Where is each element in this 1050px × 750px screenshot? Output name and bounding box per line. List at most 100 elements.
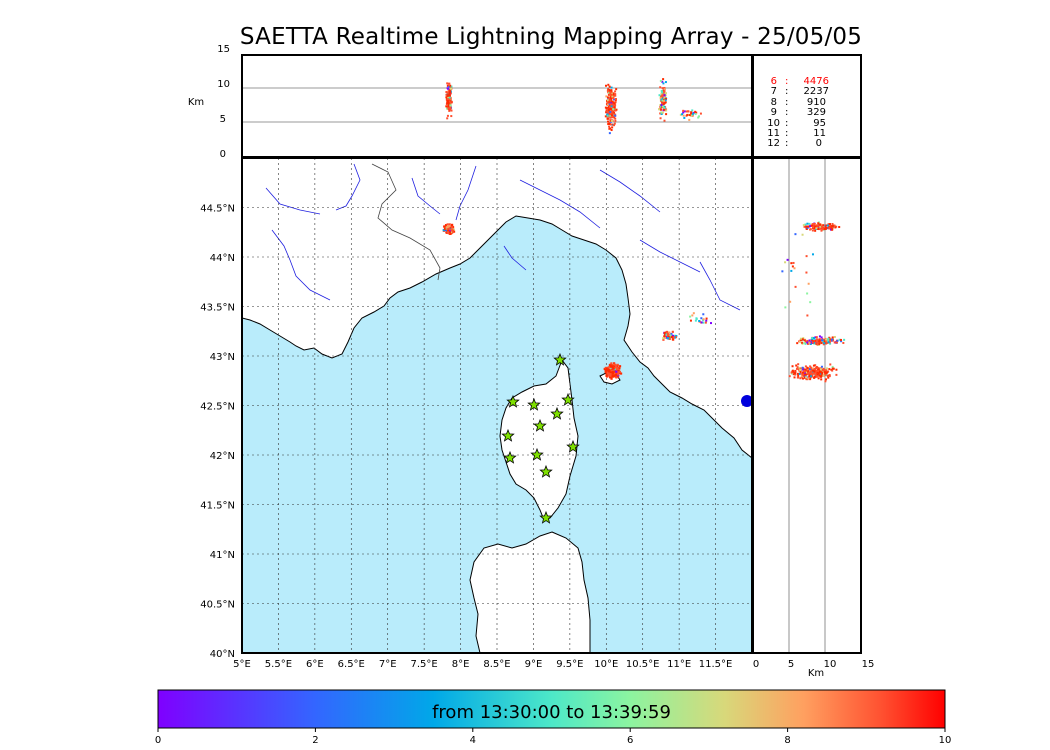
lightning-point	[661, 105, 664, 108]
lightning-point	[659, 96, 662, 99]
lightning-point	[813, 370, 816, 373]
lightning-point	[803, 225, 806, 228]
lightning-point	[449, 101, 452, 104]
lightning-point	[609, 91, 612, 94]
lightning-point	[659, 86, 662, 89]
lightning-point	[799, 368, 802, 371]
lightning-point	[691, 314, 694, 317]
lightning-point	[683, 110, 686, 113]
lightning-point	[813, 342, 816, 345]
lightning-point	[823, 340, 826, 343]
lightning-point	[662, 89, 665, 92]
lightning-point	[668, 337, 671, 340]
lightning-point	[446, 100, 449, 103]
lightning-point	[831, 222, 834, 225]
lightning-point	[832, 339, 835, 342]
lightning-point	[447, 96, 450, 99]
lightning-point	[612, 367, 615, 370]
lightning-point	[791, 365, 794, 368]
count-value: 329	[807, 107, 826, 118]
map-grid	[242, 158, 752, 653]
lightning-point	[609, 116, 612, 119]
station-star-icon	[530, 447, 544, 461]
lightning-point	[827, 341, 830, 344]
lightning-point	[610, 372, 614, 375]
lightning-point	[797, 374, 800, 377]
lightning-point	[839, 338, 842, 341]
lightning-point	[670, 332, 673, 336]
side-x-axis-label: Km	[808, 668, 824, 679]
lightning-point	[813, 227, 816, 230]
lightning-point	[826, 374, 829, 377]
lightning-point	[803, 371, 806, 374]
lightning-point	[446, 92, 449, 95]
lightning-point	[816, 371, 819, 374]
longitude-tick: 10.5°E	[626, 659, 660, 670]
lightning-point	[616, 371, 620, 374]
lightning-point	[606, 117, 609, 120]
chart-title: SAETTA Realtime Lightning Mapping Array …	[239, 24, 863, 50]
lightning-point	[688, 118, 691, 121]
lightning-point	[818, 370, 821, 373]
lightning-point	[831, 336, 834, 339]
lightning-point	[825, 338, 828, 341]
station-star-icon	[539, 510, 553, 524]
lightning-point	[662, 82, 665, 85]
lightning-point	[608, 85, 611, 88]
lightning-point	[609, 376, 612, 379]
lightning-point	[614, 374, 617, 377]
lightning-point	[608, 89, 611, 92]
lightning-point	[834, 226, 837, 229]
lightning-point	[449, 232, 453, 235]
lightning-point	[796, 376, 799, 379]
lightning-point	[614, 101, 617, 104]
lightning-point	[794, 233, 797, 236]
lightning-point	[827, 223, 830, 226]
lightning-point	[610, 96, 613, 99]
lightning-point	[609, 127, 612, 130]
lightning-point	[794, 373, 797, 376]
lightning-point	[449, 90, 452, 93]
lightning-point	[840, 340, 843, 343]
lightning-point	[661, 87, 664, 90]
lightning-point	[806, 222, 809, 225]
lightning-point	[448, 106, 451, 109]
lightning-point	[683, 116, 686, 119]
lightning-point	[447, 87, 450, 90]
lightning-point	[788, 375, 791, 378]
lightning-point	[792, 261, 795, 264]
lightning-point	[614, 375, 618, 378]
lightning-point	[833, 224, 836, 227]
count-value: 4476	[804, 76, 829, 87]
latitude-labels: 44.5°N 44°N 43.5°N 43°N 42.5°N 42°N 41.5°N 41°N…	[200, 204, 235, 661]
lightning-point	[663, 93, 666, 96]
map-panel	[242, 158, 752, 653]
lightning-point	[825, 372, 828, 375]
station-star-icon	[553, 352, 567, 366]
side-x-tick: 15	[862, 659, 875, 670]
lightning-point	[796, 342, 799, 345]
lightning-point	[614, 113, 617, 116]
lightning-point	[689, 319, 692, 322]
lightning-point	[816, 373, 819, 376]
lightning-point	[698, 320, 701, 323]
lightning-point	[808, 341, 811, 344]
lightning-point	[806, 292, 809, 295]
top-y-tick: 10	[217, 79, 230, 90]
lightning-point	[824, 340, 827, 343]
lightning-point	[823, 371, 826, 374]
lightning-point	[610, 86, 613, 89]
lightning-point	[660, 92, 663, 95]
lightning-point	[791, 265, 794, 268]
longitude-tick: 10°E	[594, 659, 618, 670]
count-sep: :	[785, 138, 788, 149]
lightning-point	[806, 368, 809, 371]
lightning-point	[813, 367, 816, 370]
lightning-point	[612, 93, 615, 96]
lightning-point	[808, 222, 811, 225]
lightning-point	[811, 229, 814, 232]
lightning-point	[664, 101, 667, 104]
lightning-point	[611, 365, 614, 368]
lightning-point	[450, 229, 454, 232]
lightning-point	[805, 371, 808, 374]
